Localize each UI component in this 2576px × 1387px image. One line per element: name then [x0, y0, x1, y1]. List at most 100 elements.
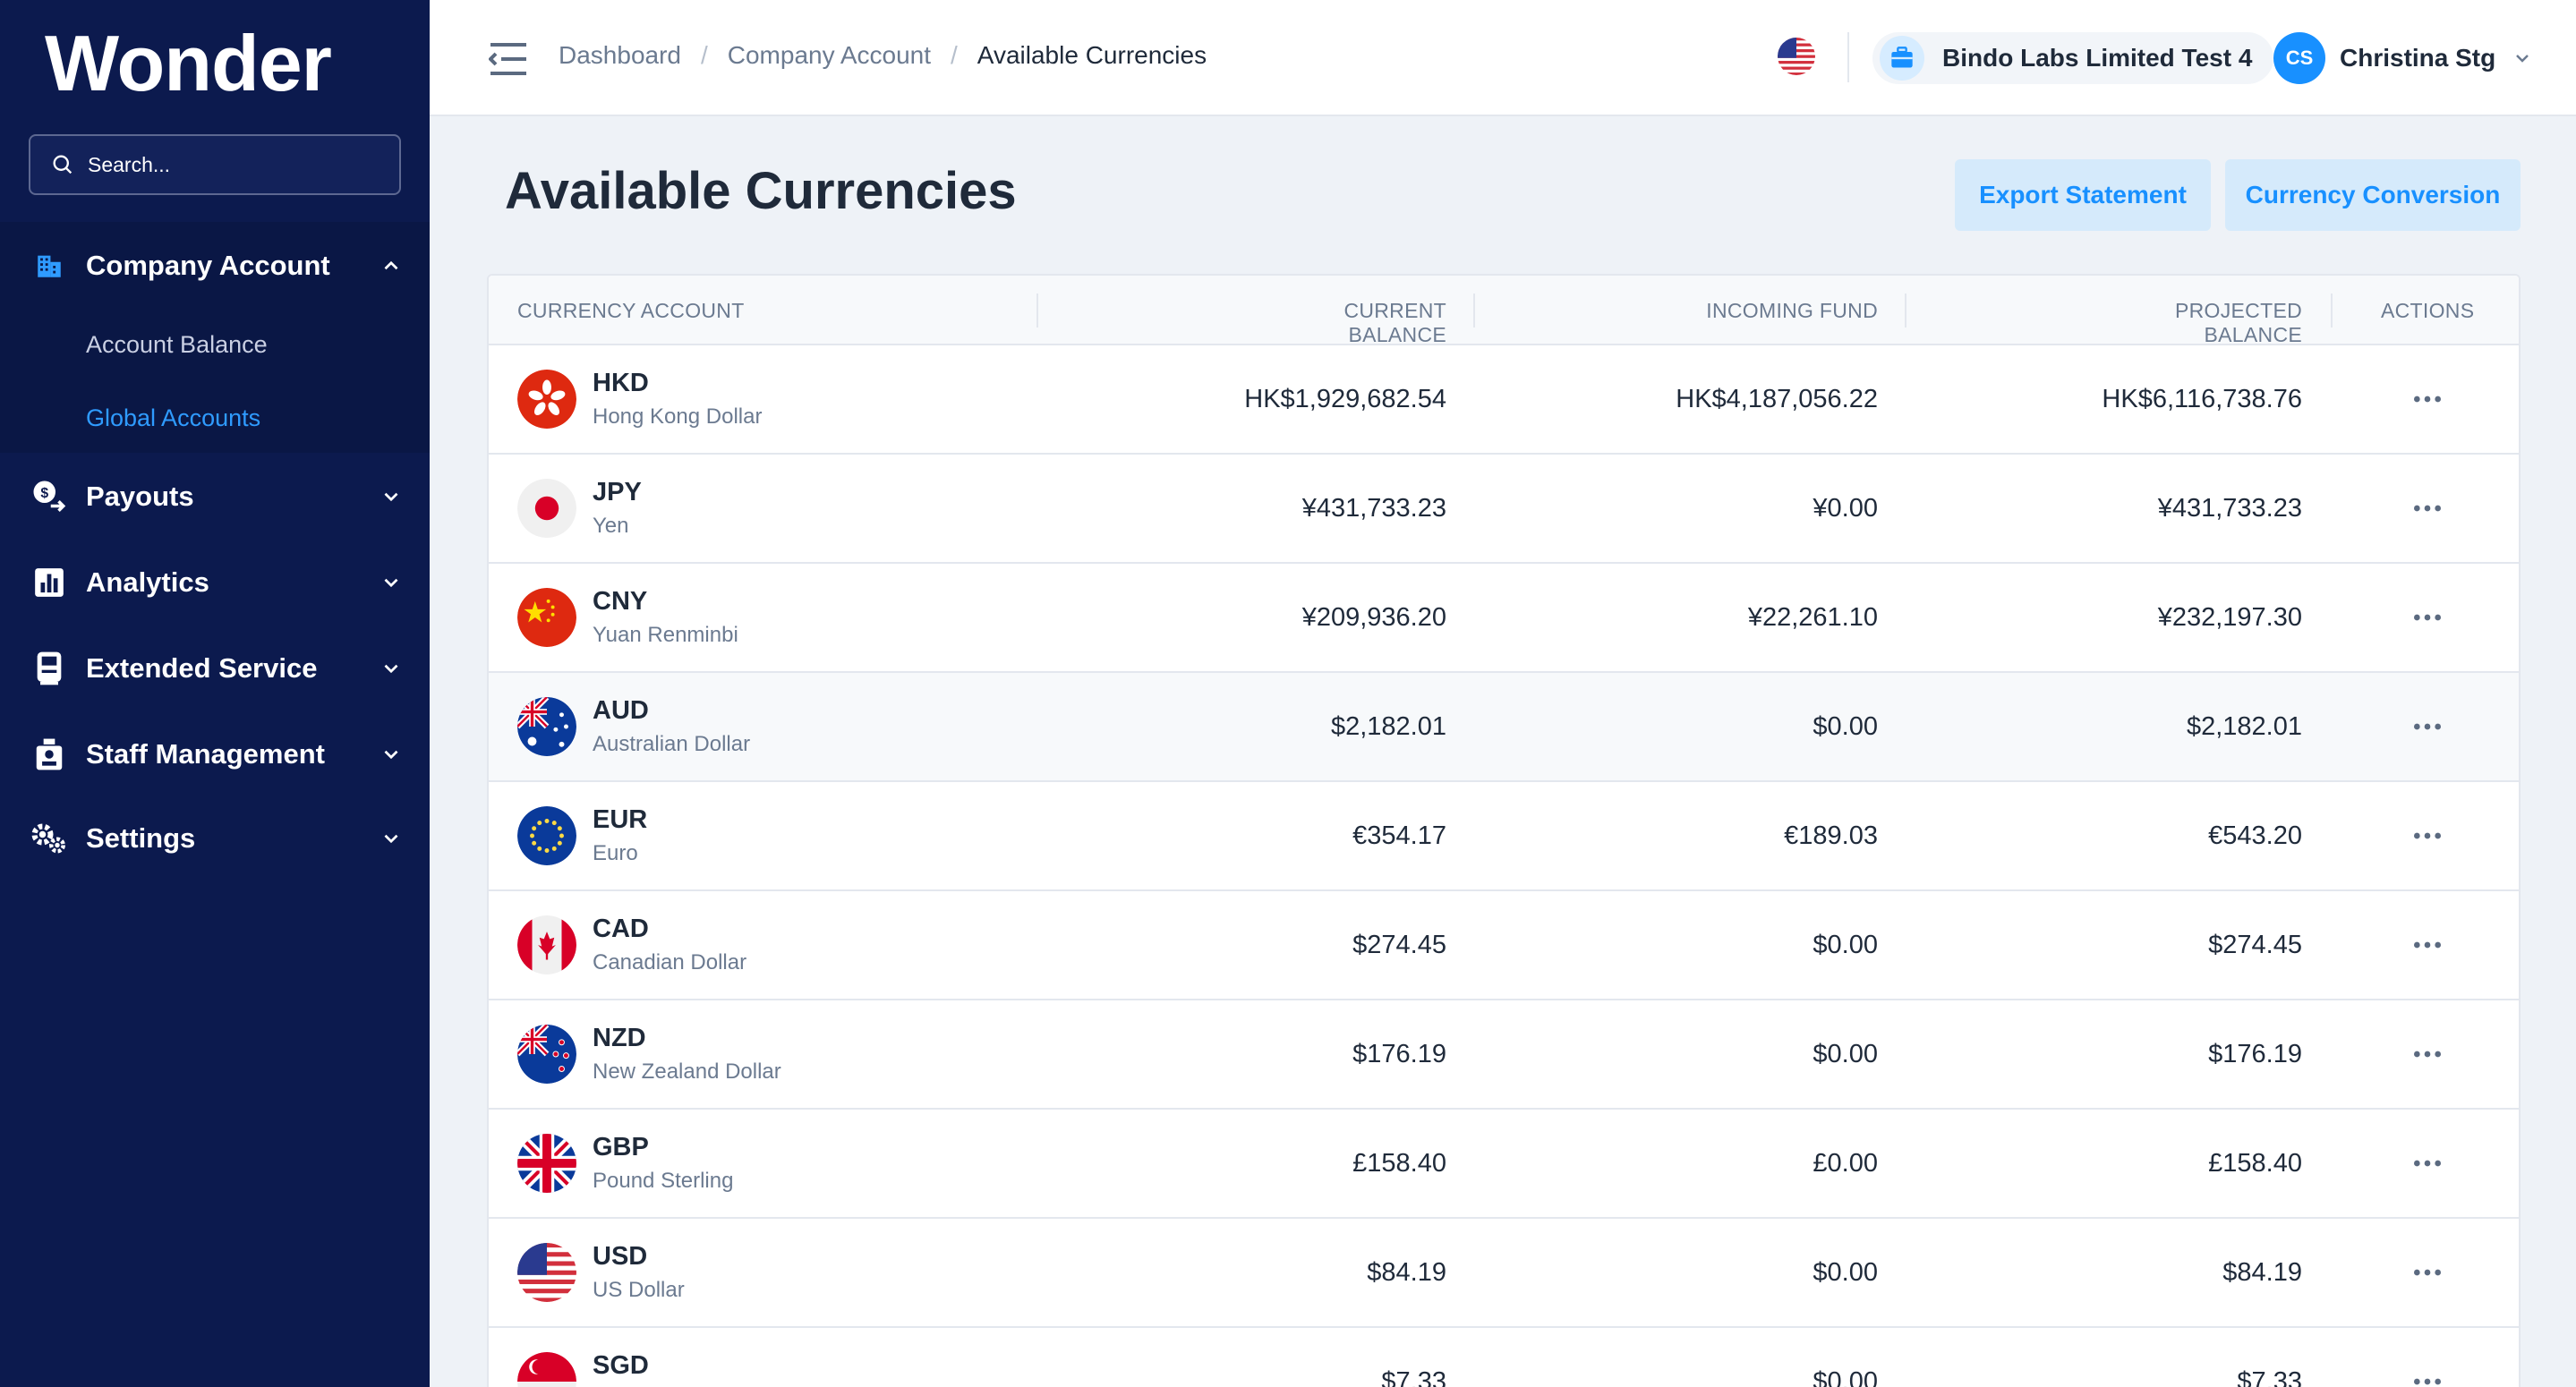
sidebar-item-label: Payouts	[86, 481, 194, 512]
incoming-fund: ¥22,261.10	[1747, 603, 1878, 632]
currency-code: CAD	[593, 915, 649, 943]
search-placeholder: Search...	[88, 152, 171, 176]
logo[interactable]: Wonder	[45, 19, 332, 107]
table-row[interactable]: GBP Pound Sterling £158.40 £0.00 £158.40	[489, 1110, 2519, 1219]
table-row[interactable]: NZD New Zealand Dollar $176.19 $0.00 $17…	[489, 1000, 2519, 1110]
singapore-flag-icon	[517, 1352, 576, 1387]
currency-name: Yen	[593, 514, 629, 538]
chevron-down-icon	[384, 578, 398, 588]
sidebar-item-label: Staff Management	[86, 738, 325, 770]
currency-name: US Dollar	[593, 1278, 685, 1302]
more-actions-icon[interactable]	[2410, 381, 2445, 417]
column-divider	[1036, 294, 1038, 328]
sidebar-item-staff-management[interactable]: Staff Management	[0, 714, 430, 795]
more-actions-icon[interactable]	[2410, 1255, 2445, 1290]
user-name: Christina Stg	[2340, 44, 2496, 72]
header-divider	[1847, 32, 1849, 82]
current-balance: ¥431,733.23	[1301, 494, 1446, 523]
table-row[interactable]: CAD Canadian Dollar $274.45 $0.00 $274.4…	[489, 891, 2519, 1000]
column-header-currency-account: CURRENCY ACCOUNT	[517, 299, 745, 322]
export-statement-button[interactable]: Export Statement	[1955, 159, 2211, 231]
projected-balance: $2,182.01	[2186, 712, 2302, 741]
company-selector[interactable]: Bindo Labs Limited Test 4	[1872, 32, 2274, 84]
table-row[interactable]: JPY Yen ¥431,733.23 ¥0.00 ¥431,733.23	[489, 455, 2519, 564]
sidebar-item-company-account[interactable]: Company Account	[0, 225, 430, 306]
currency-code: NZD	[593, 1024, 646, 1052]
projected-balance: $274.45	[2208, 931, 2302, 959]
more-actions-icon[interactable]	[2410, 709, 2445, 745]
current-balance: $274.45	[1352, 931, 1446, 959]
chevron-down-icon	[2516, 55, 2529, 63]
sidebar-item-settings[interactable]: Settings	[0, 798, 430, 879]
sidebar: Wonder Search... Company Account Account…	[0, 0, 430, 1387]
gear-icon	[30, 820, 68, 857]
currency-code: EUR	[593, 805, 648, 834]
chevron-down-icon	[384, 834, 398, 844]
currency-name: Yuan Renminbi	[593, 623, 738, 647]
chevron-down-icon	[384, 492, 398, 502]
currency-name: New Zealand Dollar	[593, 1059, 781, 1084]
sidebar-subitem-account-balance[interactable]: Account Balance	[86, 331, 268, 358]
column-header-incoming-fund: INCOMING FUND	[1706, 299, 1878, 322]
column-header-current-balance: CURRENT BALANCE	[1343, 299, 1446, 346]
svg-text:$: $	[40, 486, 48, 501]
breadcrumb-separator: /	[951, 41, 958, 69]
sidebar-item-payouts[interactable]: $ Payouts	[0, 456, 430, 537]
current-balance: $84.19	[1367, 1258, 1446, 1287]
currency-conversion-button[interactable]: Currency Conversion	[2225, 159, 2521, 231]
currency-code: CNY	[593, 587, 648, 616]
sidebar-item-label: Company Account	[86, 250, 330, 281]
sidebar-subitem-global-accounts[interactable]: Global Accounts	[86, 404, 261, 431]
column-divider	[2331, 294, 2333, 328]
incoming-fund: €189.03	[1784, 821, 1878, 850]
breadcrumb-company-account[interactable]: Company Account	[727, 41, 932, 69]
current-balance: €354.17	[1352, 821, 1446, 850]
more-actions-icon[interactable]	[2410, 600, 2445, 635]
sidebar-item-analytics[interactable]: Analytics	[0, 542, 430, 623]
projected-balance: $84.19	[2222, 1258, 2302, 1287]
table-row[interactable]: CNY Yuan Renminbi ¥209,936.20 ¥22,261.10…	[489, 564, 2519, 673]
menu-toggle-icon[interactable]	[489, 41, 528, 77]
current-balance: ¥209,936.20	[1301, 603, 1446, 632]
us-flag-language-icon[interactable]	[1778, 38, 1815, 75]
projected-balance: £158.40	[2208, 1149, 2302, 1178]
table-row[interactable]: HKD Hong Kong Dollar HK$1,929,682.54 HK$…	[489, 345, 2519, 455]
projected-balance: ¥232,197.30	[2157, 603, 2302, 632]
user-menu[interactable]: CS Christina Stg	[2273, 32, 2533, 84]
china-flag-icon	[517, 588, 576, 647]
payouts-icon: $	[30, 478, 68, 515]
uk-flag-icon	[517, 1134, 576, 1193]
table-header: CURRENCY ACCOUNT CURRENT BALANCE INCOMIN…	[489, 276, 2519, 346]
sidebar-item-label: Analytics	[86, 566, 209, 598]
building-icon	[30, 247, 68, 285]
more-actions-icon[interactable]	[2410, 1036, 2445, 1072]
currencies-table: CURRENCY ACCOUNT CURRENT BALANCE INCOMIN…	[487, 274, 2521, 1387]
breadcrumb-dashboard[interactable]: Dashboard	[559, 41, 681, 69]
table-row[interactable]: USD US Dollar $84.19 $0.00 $84.19	[489, 1219, 2519, 1328]
more-actions-icon[interactable]	[2410, 927, 2445, 963]
column-divider	[1473, 294, 1475, 328]
table-row[interactable]: SGD $7.33 $0.00 $7.33	[489, 1328, 2519, 1387]
projected-balance: HK$6,116,738.76	[2102, 385, 2302, 413]
currency-name: Pound Sterling	[593, 1169, 734, 1193]
more-actions-icon[interactable]	[2410, 1145, 2445, 1181]
projected-balance: $176.19	[2208, 1040, 2302, 1068]
search-input[interactable]: Search...	[29, 134, 401, 195]
sidebar-item-extended-service[interactable]: Extended Service	[0, 628, 430, 709]
company-account-group	[0, 222, 430, 453]
currency-name: Hong Kong Dollar	[593, 404, 763, 429]
incoming-fund: $0.00	[1813, 1040, 1878, 1068]
currency-name: Canadian Dollar	[593, 950, 747, 974]
more-actions-icon[interactable]	[2410, 490, 2445, 526]
table-row[interactable]: AUD Australian Dollar $2,182.01 $0.00 $2…	[489, 673, 2519, 782]
chevron-down-icon	[384, 750, 398, 760]
hong-kong-flag-icon	[517, 370, 576, 429]
chevron-down-icon	[384, 664, 398, 674]
current-balance: $7.33	[1381, 1367, 1446, 1387]
australia-flag-icon	[517, 697, 576, 756]
more-actions-icon[interactable]	[2410, 818, 2445, 854]
more-actions-icon[interactable]	[2410, 1364, 2445, 1387]
table-row[interactable]: EUR Euro €354.17 €189.03 €543.20	[489, 782, 2519, 891]
incoming-fund: $0.00	[1813, 1367, 1878, 1387]
currency-code: USD	[593, 1242, 648, 1271]
